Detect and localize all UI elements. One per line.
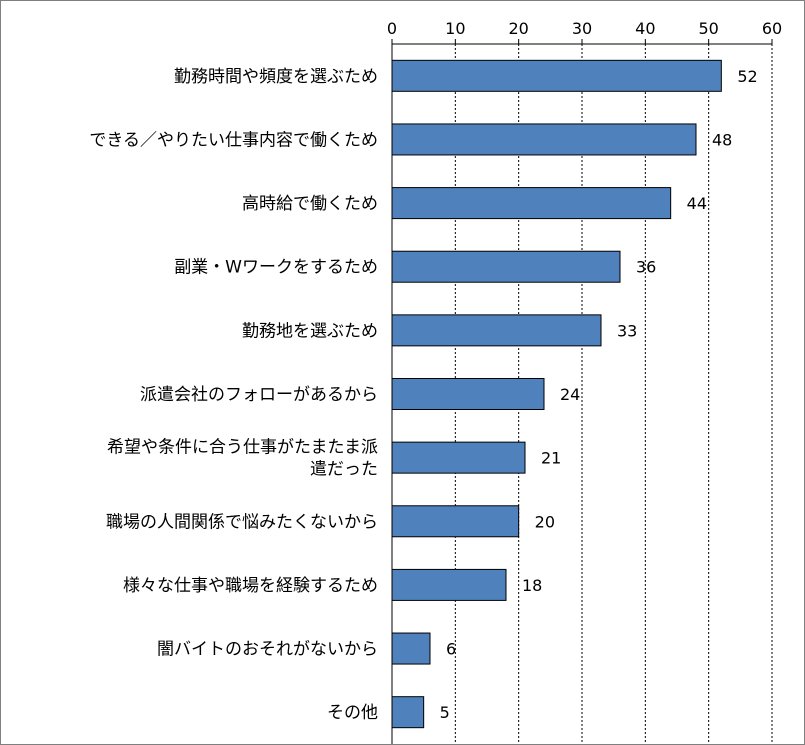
x-tick-label-10: 10 <box>445 19 465 38</box>
bar-7 <box>391 505 520 538</box>
bar-6 <box>391 441 526 474</box>
category-label-10: その他 <box>327 703 378 723</box>
bar-9 <box>391 632 431 665</box>
category-label-4: 勤務地を選ぶため <box>242 321 378 341</box>
bar-0 <box>391 59 722 92</box>
value-label-7: 20 <box>535 512 555 531</box>
category-label-6-line-1: 遣だった <box>310 460 378 480</box>
value-label-3: 36 <box>636 258 656 277</box>
value-label-9: 6 <box>446 640 456 659</box>
category-label-6-line-0: 希望や条件に合う仕事がたまたま派 <box>107 438 378 458</box>
x-tick-label-20: 20 <box>508 19 528 38</box>
bar-10 <box>391 696 425 729</box>
bar-4 <box>391 314 602 347</box>
bar-3 <box>391 250 621 283</box>
value-label-1: 48 <box>712 130 732 149</box>
category-label-8: 様々な仕事や職場を経験するため <box>123 576 378 596</box>
category-label-5-line-0: 派遣会社のフォローがあるから <box>140 385 378 405</box>
category-label-4-line-0: 勤務地を選ぶため <box>242 321 378 341</box>
bar-2 <box>391 187 672 220</box>
value-label-10: 5 <box>440 703 450 722</box>
category-labels: 勤務時間や頻度を選ぶためできる／やりたい仕事内容で働くため高時給で働くため副業・… <box>89 67 378 723</box>
bar-1 <box>391 123 697 156</box>
category-label-5: 派遣会社のフォローがあるから <box>140 385 378 405</box>
bars <box>391 59 722 729</box>
value-labels: 52 48 44 36 33 24 21 20 18 6 5 <box>440 67 758 722</box>
category-label-0: 勤務時間や頻度を選ぶため <box>174 67 378 87</box>
value-label-2: 44 <box>687 194 707 213</box>
x-tick-labels: 0 10 20 30 40 50 60 <box>387 19 782 38</box>
category-label-9-line-0: 闇バイトのおそれがないから <box>157 640 378 660</box>
category-label-1-line-0: できる／やりたい仕事内容で働くため <box>89 130 378 150</box>
category-label-9: 闇バイトのおそれがないから <box>157 640 378 660</box>
category-label-2-line-0: 高時給で働くため <box>242 194 378 214</box>
value-label-0: 52 <box>737 67 757 86</box>
x-tick-label-0: 0 <box>387 19 397 38</box>
axes <box>391 39 773 744</box>
category-label-0-line-0: 勤務時間や頻度を選ぶため <box>174 67 378 87</box>
x-tick-label-40: 40 <box>635 19 655 38</box>
value-label-5: 24 <box>560 385 580 404</box>
value-label-4: 33 <box>617 321 637 340</box>
category-label-3: 副業・Wワークをするため <box>174 258 378 278</box>
value-label-6: 21 <box>541 449 561 468</box>
bar-8 <box>391 568 507 601</box>
category-label-6: 希望や条件に合う仕事がたまたま派遣だった <box>107 438 378 480</box>
category-label-7: 職場の人間関係で悩みたくないから <box>106 512 378 532</box>
category-label-3-line-0: 副業・Wワークをするため <box>174 258 378 278</box>
category-label-8-line-0: 様々な仕事や職場を経験するため <box>123 576 378 596</box>
category-label-7-line-0: 職場の人間関係で悩みたくないから <box>106 512 378 532</box>
x-tick-label-30: 30 <box>572 19 592 38</box>
x-tick-label-60: 60 <box>762 19 782 38</box>
category-label-2: 高時給で働くため <box>242 194 378 214</box>
value-label-8: 18 <box>522 576 542 595</box>
category-label-10-line-0: その他 <box>327 703 378 723</box>
bar-5 <box>391 378 545 410</box>
category-label-1: できる／やりたい仕事内容で働くため <box>89 130 378 150</box>
x-tick-label-50: 50 <box>698 19 718 38</box>
